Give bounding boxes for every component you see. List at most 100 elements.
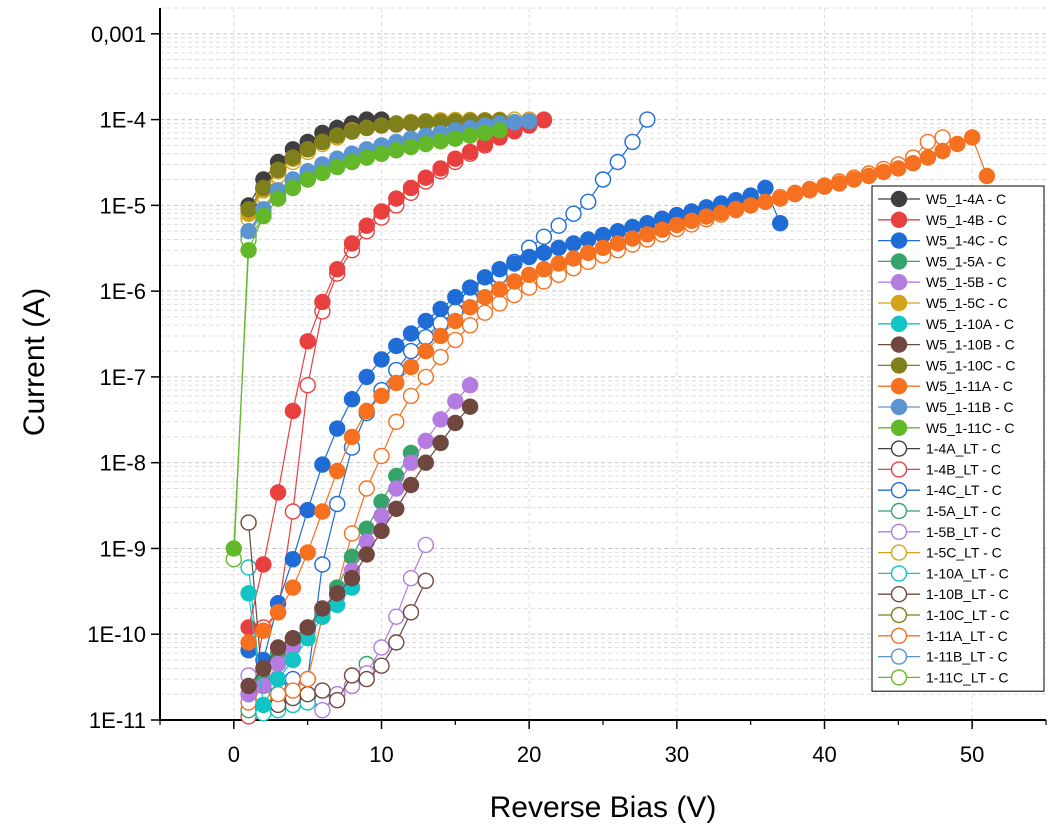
data-point [934, 142, 951, 160]
data-point [402, 115, 420, 132]
data-point [402, 387, 420, 405]
data-point [535, 112, 553, 129]
data-point [432, 348, 449, 366]
data-point [373, 203, 390, 220]
data-point [949, 135, 966, 153]
legend-label: 1-11A_LT - C [926, 628, 1008, 644]
data-point [890, 160, 907, 177]
legend-item: W5_1-4C - C [878, 232, 1008, 249]
y-tick-label: 1E-4 [100, 108, 146, 133]
data-point [329, 261, 346, 278]
legend-marker [890, 274, 908, 291]
legend-marker [890, 523, 908, 540]
data-point [284, 579, 302, 596]
data-point [329, 495, 346, 513]
data-point [447, 331, 464, 349]
data-point [343, 548, 361, 565]
legend-item: 1-5C_LT - C [878, 544, 1002, 561]
data-point [255, 207, 272, 225]
x-tick-label: 50 [960, 742, 984, 767]
series-w5-1-11a-c [240, 129, 996, 651]
data-point [358, 480, 375, 497]
legend-marker [890, 315, 908, 332]
x-tick-label: 20 [517, 742, 541, 767]
data-point [594, 239, 612, 257]
data-point [314, 600, 331, 617]
data-point [491, 295, 508, 312]
data-point [299, 141, 316, 158]
data-point [255, 677, 272, 695]
data-point [535, 244, 553, 262]
data-point [417, 312, 434, 330]
data-point [299, 377, 316, 394]
data-point [476, 304, 494, 321]
data-point [314, 164, 331, 182]
data-point [712, 204, 730, 222]
data-point [447, 312, 464, 330]
data-point [580, 193, 597, 211]
data-point [388, 413, 405, 430]
legend-label: W5_1-10A - C [926, 316, 1014, 332]
legend-label: W5_1-10C - C [926, 357, 1015, 373]
data-point [447, 150, 464, 167]
legend-label: 1-11C_LT - C [926, 669, 1008, 685]
data-point [624, 133, 641, 151]
y-tick-label: 1E-10 [87, 622, 146, 647]
data-point [565, 205, 582, 222]
data-point [461, 143, 479, 161]
legend-item: 1-11A_LT - C [878, 627, 1008, 644]
data-point [919, 133, 937, 151]
legend-item: 1-11C_LT - C [878, 669, 1008, 686]
data-point [919, 149, 937, 166]
data-point [417, 454, 434, 471]
data-point [314, 556, 331, 573]
data-point [757, 179, 774, 197]
data-point [609, 153, 626, 171]
data-point [506, 255, 523, 272]
data-point [284, 651, 302, 669]
x-axis-title: Reverse Bias (V) [490, 791, 717, 824]
legend-label: 1-10C_LT - C [926, 607, 1010, 623]
data-point [373, 522, 390, 540]
data-point [240, 201, 257, 218]
legend-item: 1-5B_LT - C [878, 523, 1001, 540]
data-point [402, 325, 420, 342]
legend-label: W5_1-10B - C [926, 337, 1015, 353]
data-point [299, 544, 316, 561]
data-point [343, 428, 361, 446]
data-point [535, 261, 553, 278]
data-point [447, 414, 464, 432]
legend-marker [890, 232, 908, 249]
data-point [314, 133, 331, 151]
data-point [240, 514, 257, 531]
legend-label: W5_1-4A - C [926, 191, 1006, 207]
series-w5-1-11c-c [225, 122, 508, 557]
data-point [978, 167, 996, 185]
legend-label: 1-11B_LT - C [926, 649, 1008, 665]
data-point [255, 179, 272, 197]
legend-label: W5_1-5A - C [926, 253, 1006, 269]
data-point [388, 608, 405, 625]
data-point [550, 255, 567, 272]
data-point [742, 197, 759, 214]
data-point [491, 122, 508, 139]
legend-label: 1-4A_LT - C [926, 441, 1001, 457]
series-layer [225, 111, 996, 725]
data-point [343, 235, 361, 252]
legend-item: 1-4B_LT - C [878, 461, 1001, 478]
data-point [373, 351, 390, 368]
data-point [269, 639, 287, 656]
legend-label: W5_1-11B - C [926, 399, 1014, 415]
legend-marker [890, 190, 908, 208]
legend-marker [890, 586, 908, 603]
data-point [417, 572, 434, 589]
legend-item: W5_1-4B - C [878, 211, 1007, 229]
data-point [964, 129, 981, 146]
data-point [373, 447, 390, 465]
data-point [727, 200, 745, 218]
data-point [506, 114, 523, 131]
y-tick-label: 1E-9 [100, 536, 146, 561]
legend-marker [890, 669, 908, 686]
data-point [329, 158, 346, 176]
legend-label: 1-4C_LT - C [926, 482, 1002, 498]
